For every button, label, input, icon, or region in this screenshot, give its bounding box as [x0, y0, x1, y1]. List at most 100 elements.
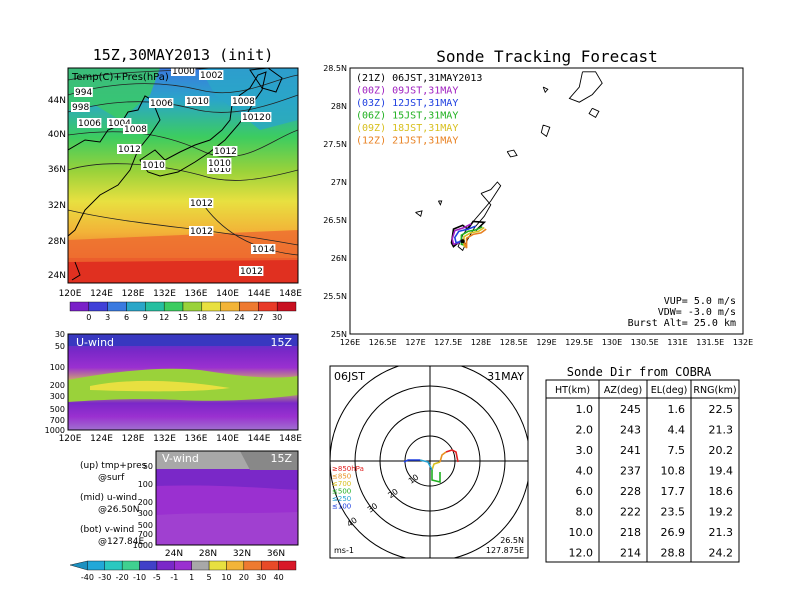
isobar-label-20: 1010: [208, 159, 231, 169]
isobar-label-4: 1004: [108, 119, 131, 129]
temp-map-isobar-labels: 1000 100299499810041006100610081008101010…: [71, 66, 276, 277]
sonde-y-tick-3: 27N: [331, 178, 347, 187]
v-y-tick-1: 100: [138, 480, 153, 489]
sonde-x-tick-7: 129.5E: [565, 338, 593, 347]
polar-hodo-seg-5: [403, 459, 420, 463]
temp-colorbar-label-8: 24: [234, 313, 244, 322]
isobar-label-bg-3: [71, 102, 90, 112]
wind-colorbar-label-0: -40: [81, 573, 94, 582]
u-y-tick-0: 30: [55, 330, 65, 339]
table-cell-7-3: 24.2: [709, 547, 734, 560]
table-header-2: EL(deg): [651, 385, 688, 396]
isobar-label-bg-5: [77, 118, 102, 128]
u-y-tick-3: 200: [50, 381, 65, 390]
temp-colorbar-label-6: 18: [197, 313, 207, 322]
isobar-label-bg-20: [207, 158, 232, 168]
v-y-tick-2: 200: [138, 498, 153, 507]
table-cell-2-3: 20.2: [709, 444, 734, 457]
table-cell-6-1: 218: [620, 526, 641, 539]
isobar-label-6: 1006: [150, 99, 173, 109]
polar-level-2: ≤700: [332, 480, 351, 488]
v-y-tick-0: 50: [143, 462, 153, 471]
polar-frame: [329, 365, 529, 559]
note-bot-2: @127.84E: [98, 537, 144, 547]
v-y-tick-5: 700: [138, 530, 153, 539]
island-5: [415, 210, 423, 217]
temp-colorbar-cell-3: [126, 301, 146, 312]
u-wind-time: 15Z: [270, 336, 292, 349]
wind-colorbar-label-8: 10: [221, 573, 231, 582]
temp-x-tick-5: 140E: [216, 289, 239, 299]
v-wind-field: [156, 451, 298, 545]
table-cell-6-0: 10.0: [569, 526, 594, 539]
u-y-tick-4: 300: [50, 392, 65, 401]
u-wind-x-ticks: 120E 124E 128E 132E 136E 140E 144E 148E: [59, 434, 303, 444]
table-header-1: AZ(deg): [604, 385, 642, 396]
sonde-y-tick-5: 26N: [331, 254, 347, 263]
wind-colorbar-label-9: 20: [239, 573, 249, 582]
table-cell-4-2: 17.7: [661, 485, 686, 498]
u-wind-label: U-wind: [76, 336, 114, 349]
isobar-label-bg-13: [189, 198, 214, 208]
table-cell-6-3: 21.3: [709, 526, 734, 539]
isobar-label-3: 998: [72, 103, 89, 113]
isobar-label-2: 994: [75, 88, 92, 98]
table-cell-1-3: 21.3: [709, 424, 734, 437]
note-up: (up) tmp+pres: [80, 461, 147, 471]
island-1: [568, 71, 603, 103]
temp-x-tick-6: 144E: [248, 289, 271, 299]
temp-x-tick-0: 120E: [59, 289, 82, 299]
wind-colorbar-cell-4: [156, 560, 175, 571]
isobar-label-bg-1: [199, 70, 224, 80]
sonde-vup: VUP= 5.0 m/s: [664, 296, 736, 307]
temp-map-y-ticks: 44N 40N 36N 32N 28N 24N: [48, 96, 66, 281]
table-cell-2-2: 7.5: [668, 444, 686, 457]
v-y-tick-3: 300: [138, 509, 153, 518]
temp-colorbar-label-7: 21: [216, 313, 226, 322]
polar-hodo-seg-0: [445, 449, 459, 463]
u-x-tick-4: 136E: [185, 434, 208, 444]
island-7: [542, 86, 549, 94]
u-x-tick-5: 140E: [216, 434, 239, 444]
isobar-label-bg-18: [251, 244, 276, 254]
temp-map-frame: [67, 67, 299, 284]
v-x-tick-3: 36N: [267, 549, 285, 559]
sonde-table: HT(km) AZ(deg) EL(deg) RNG(km) 1.0 245 1.6 22.5…: [545, 379, 740, 563]
temp-y-tick-2: 36N: [48, 165, 66, 175]
isobar-label-17: 1012: [190, 227, 213, 237]
temp-colorbar-cell-10: [258, 301, 278, 312]
island-3: [540, 124, 551, 138]
table-cell-0-2: 1.6: [668, 403, 686, 416]
table-cell-0-0: 1.0: [576, 403, 594, 416]
table-cell-2-1: 241: [620, 444, 641, 457]
island-6: [438, 200, 443, 206]
table-header-3: RNG(km): [693, 385, 736, 396]
isobar-label-bg-4: [107, 118, 132, 128]
isobar-label-11: 1010: [142, 161, 165, 171]
table-cell-2-0: 3.0: [576, 444, 594, 457]
temp-map-isobars: [68, 68, 298, 256]
temp-map-title: 15Z,30MAY2013 (init): [93, 46, 274, 64]
legend-notes: (up) tmp+pres @surf (mid) u-wind @26.50N…: [80, 461, 147, 547]
table-frame: [545, 379, 740, 563]
table-cell-7-0: 12.0: [569, 547, 594, 560]
temp-colorbar-labels: 0 3 6 9 12 15 18 21 24 27 30: [86, 313, 282, 322]
sonde-track-lines: [450, 220, 487, 249]
table-cell-3-2: 10.8: [661, 465, 686, 478]
note-up-2: @surf: [98, 473, 125, 483]
wind-colorbar-label-11: 40: [274, 573, 284, 582]
polar-lon: 127.875E: [486, 546, 524, 555]
u-wind-field: [68, 334, 298, 430]
isobar-label-13: 1012: [190, 199, 213, 209]
wind-colorbar-cell-11: [278, 560, 297, 571]
wind-colorbar: [69, 560, 297, 571]
sonde-track-title: Sonde Tracking Forecast: [436, 47, 658, 66]
temp-map-label: Temp(C)+Pres(hPa): [71, 72, 169, 83]
sonde-x-tick-4: 128E: [471, 338, 491, 347]
temp-y-tick-1: 40N: [48, 130, 66, 140]
temp-y-tick-0: 44N: [48, 96, 66, 106]
u-x-tick-2: 128E: [122, 434, 145, 444]
polar-hodo-seg-3: [431, 470, 441, 484]
